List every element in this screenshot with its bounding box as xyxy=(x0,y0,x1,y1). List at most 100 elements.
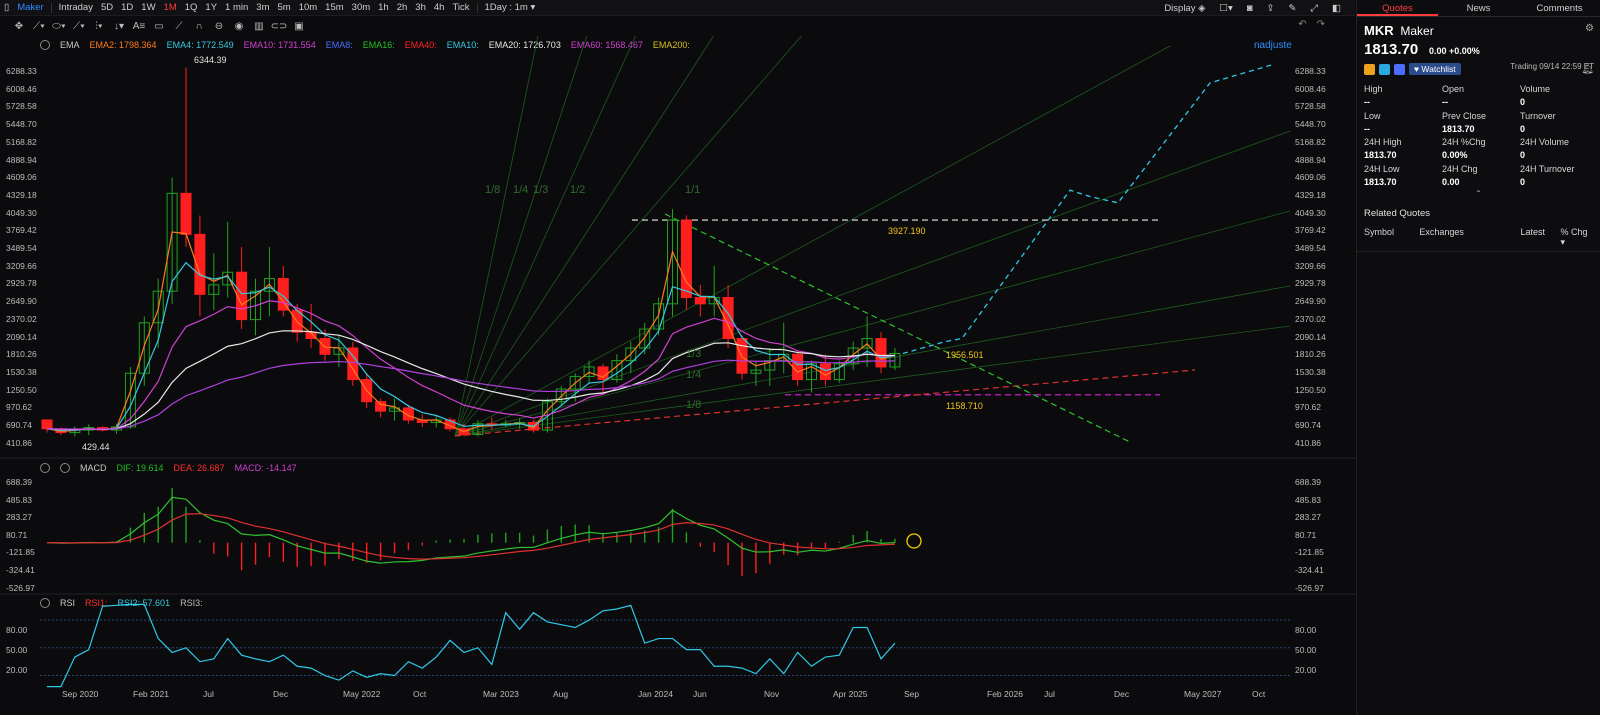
time-tick-label: Aug xyxy=(553,689,569,699)
tab-quotes[interactable]: Quotes xyxy=(1357,0,1438,16)
expand-icon[interactable]: ⤢ xyxy=(1310,2,1319,14)
bell-icon[interactable]: 🔔︎ xyxy=(1581,63,1594,75)
collapse-icon[interactable]: ⌃ xyxy=(1475,189,1482,199)
time-tick-label: Jun xyxy=(693,689,707,699)
ema-name[interactable]: EMA xyxy=(60,40,80,50)
period-1d[interactable]: 1D xyxy=(121,2,134,13)
eye-icon[interactable]: ◉ xyxy=(234,20,244,32)
col-latest[interactable]: Latest xyxy=(1520,227,1545,238)
period-tick[interactable]: Tick xyxy=(452,2,470,13)
candle-body xyxy=(402,407,414,421)
period-1y[interactable]: 1Y xyxy=(205,2,218,13)
col-exchanges[interactable]: Exchanges xyxy=(1419,227,1464,238)
magnet-icon[interactable]: ∩ xyxy=(195,20,203,32)
trend-tool-icon[interactable]: ⟋▾ xyxy=(73,20,85,32)
tab-comments[interactable]: Comments xyxy=(1536,3,1583,14)
col-symbol[interactable]: Symbol xyxy=(1364,227,1395,238)
period-10m[interactable]: 10m xyxy=(298,2,318,13)
undo-icon[interactable]: ↶ xyxy=(1298,19,1307,30)
text-tool-icon[interactable]: A≡ xyxy=(132,20,146,32)
axis-tick-label: -526.97 xyxy=(1295,582,1324,593)
redo-icon[interactable]: ↷ xyxy=(1316,19,1325,30)
interval-select[interactable]: 1Day : 1m ▾ xyxy=(484,2,536,13)
rsi2-value: RSI2: 57.601 xyxy=(117,598,171,608)
layout-icon[interactable]: ☐▾ xyxy=(1219,2,1233,14)
layers-icon[interactable]: ▣ xyxy=(294,20,304,32)
period-4h[interactable]: 4h xyxy=(433,2,445,13)
axis-tick-label: 3769.42 xyxy=(6,225,37,236)
pen-icon[interactable]: ✎ xyxy=(1288,2,1297,14)
display-dropdown[interactable]: Display ◈ xyxy=(1164,2,1206,14)
menu-icon[interactable]: ▯ xyxy=(4,2,10,13)
lock-icon[interactable]: ⊖ xyxy=(214,20,224,32)
fan-label: 1/2 xyxy=(570,184,586,196)
settings-icon[interactable] xyxy=(40,463,50,473)
line-tool-icon[interactable]: ⟋▾ xyxy=(33,20,45,32)
axis-tick-label: 6288.33 xyxy=(6,66,37,76)
dif-line xyxy=(46,496,895,564)
shape-tool-icon[interactable]: ⬭▾ xyxy=(52,20,66,32)
period-intraday[interactable]: Intraday xyxy=(58,2,93,13)
move-icon[interactable]: ✥ xyxy=(14,20,24,32)
info-icon[interactable] xyxy=(1394,63,1405,75)
settings-icon[interactable]: ⚙ xyxy=(1585,23,1594,34)
settings-icon[interactable] xyxy=(40,40,50,50)
stat-value: 0 xyxy=(1520,123,1526,134)
rsi-name[interactable]: RSI xyxy=(60,598,76,608)
trash-icon[interactable]: ▥ xyxy=(254,20,264,32)
camera-icon[interactable]: ◙ xyxy=(1246,2,1253,14)
candle-body xyxy=(680,219,692,299)
comment-icon[interactable]: ▭ xyxy=(154,20,164,32)
axis-tick-label: 283.27 xyxy=(6,512,32,523)
time-tick-label: Sep xyxy=(904,689,920,699)
period-1q[interactable]: 1Q xyxy=(184,2,198,13)
macd-name[interactable]: MACD xyxy=(80,463,107,473)
period-1w[interactable]: 1W xyxy=(141,2,156,13)
axis-tick-label: 283.27 xyxy=(1295,512,1321,523)
eye-icon[interactable] xyxy=(60,463,70,473)
brush-icon[interactable]: ⟋ xyxy=(175,20,183,32)
period-5d[interactable]: 5D xyxy=(100,2,114,13)
link-icon[interactable]: ⊂⊃ xyxy=(270,20,288,32)
fib-tool-icon[interactable]: ⫶▾ xyxy=(95,20,103,32)
period-2h[interactable]: 2h xyxy=(396,2,408,13)
settings-icon[interactable] xyxy=(40,598,50,608)
coin-icon[interactable] xyxy=(1364,63,1375,75)
period-1-min[interactable]: 1 min xyxy=(225,2,249,13)
axis-tick-label: 5168.82 xyxy=(1295,136,1326,147)
period-3h[interactable]: 3h xyxy=(415,2,426,13)
chart-canvas[interactable] xyxy=(0,36,1355,715)
panel-toggle-icon[interactable]: ◧ xyxy=(1332,2,1341,14)
stats-grid: High Open Volume -- -- 0 Low Prev Close Turnover… xyxy=(1357,75,1600,189)
axis-tick-label: 1250.50 xyxy=(6,384,37,395)
axis-tick-label: 690.74 xyxy=(6,420,32,430)
period-30m[interactable]: 30m xyxy=(351,2,371,13)
period-1h[interactable]: 1h xyxy=(378,2,389,13)
dif-value: DIF: 19.614 xyxy=(116,463,164,473)
axis-tick-label: 50.00 xyxy=(6,645,28,655)
col-pct-chg[interactable]: % Chg ▾ xyxy=(1560,227,1588,248)
period-5m[interactable]: 5m xyxy=(277,2,291,13)
axis-tick-label: 2090.14 xyxy=(1295,331,1326,342)
trend-line-resistance xyxy=(664,213,1131,443)
fan-label: 1/1 xyxy=(685,184,701,196)
axis-tick-label: 690.74 xyxy=(1295,420,1321,430)
stat-value: 1813.70 xyxy=(1364,150,1397,161)
symbol-name[interactable]: Maker xyxy=(17,2,44,13)
tab-news[interactable]: News xyxy=(1466,3,1491,14)
stat-label: Prev Close xyxy=(1442,110,1487,121)
share-icon[interactable]: ⇪ xyxy=(1266,2,1275,14)
candle-body xyxy=(472,423,484,435)
watchlist-button[interactable]: ♥ Watchlist xyxy=(1409,63,1461,75)
time-tick-label: Apr 2025 xyxy=(833,689,868,699)
axis-tick-label: 2090.14 xyxy=(6,331,37,342)
period-15m[interactable]: 15m xyxy=(325,2,344,13)
period-3m[interactable]: 3m xyxy=(256,2,270,13)
time-tick-label: Jul xyxy=(203,689,214,699)
axis-tick-label: 4049.30 xyxy=(1295,207,1326,218)
author-label[interactable]: nadjuste xyxy=(1254,40,1292,51)
period-1m[interactable]: 1M xyxy=(163,2,177,13)
exchange-icon[interactable] xyxy=(1379,63,1390,75)
arrow-down-icon[interactable]: ↓▾ xyxy=(113,20,125,32)
time-tick-label: Feb 2026 xyxy=(987,689,1023,699)
